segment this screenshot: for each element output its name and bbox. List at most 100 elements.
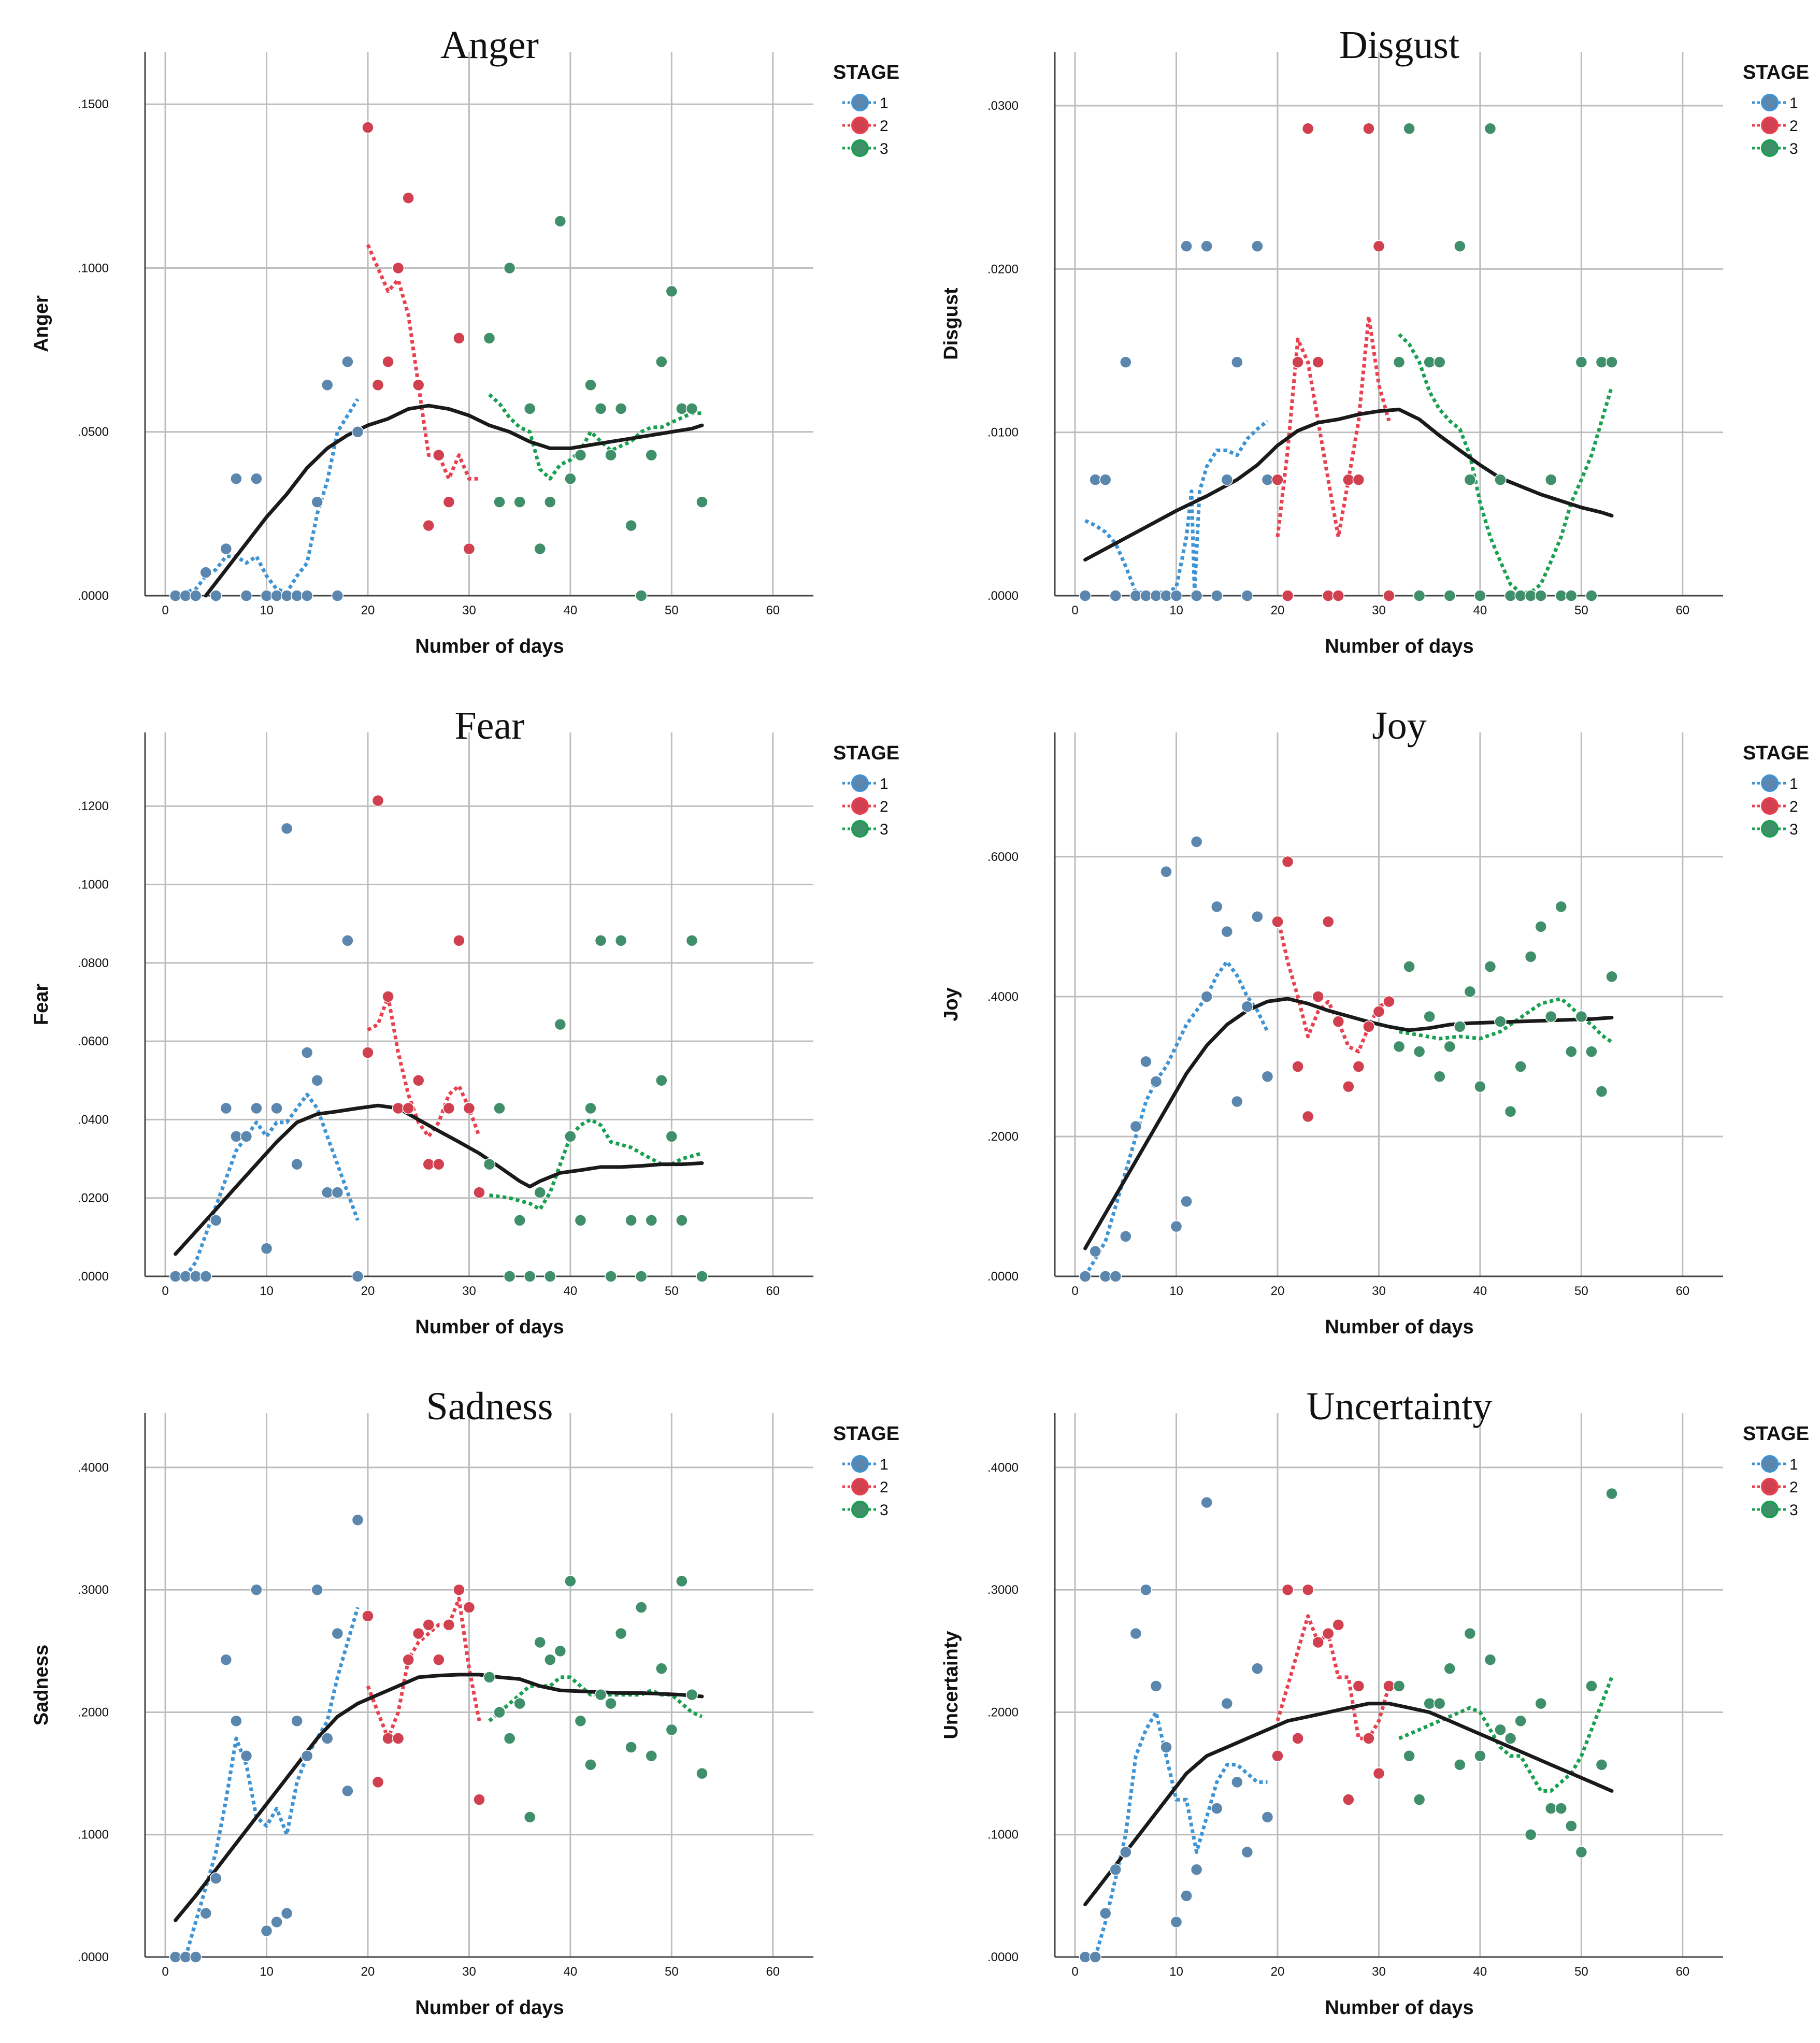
stage-2-point [1363,1732,1375,1745]
stage-2-point [1352,1060,1365,1073]
stage-3-point [1494,473,1507,486]
stage-1-point [1180,1890,1193,1902]
stage-1-point [331,1627,344,1640]
stage-2-point [1383,589,1395,602]
stage-2-point [1301,122,1314,135]
sadness-chart-panel: 0 10 20 30 40 50 60 .0000 .1000 .2000 .3000 .4000 Sa… [0,1361,910,2042]
x-tick-label: 10 [1169,1284,1183,1298]
y-axis-label: Disgust [940,287,962,360]
sadness-chart-svg: 0 10 20 30 40 50 60 .0000 .1000 .2000 .3000 .4000 Sa… [31,1385,899,2019]
legend-entry-label: 2 [880,118,888,135]
stage-1-point [1231,1095,1243,1108]
x-tick-label: 40 [564,603,578,617]
legend-marker [1761,774,1779,792]
stage-1-point [220,542,233,555]
stage-3-point [1403,1750,1415,1762]
stage-2-point [1271,1750,1284,1762]
stage-1-point [220,1102,233,1115]
x-axis-label: Number of days [1325,636,1473,657]
stage-1-point [1129,589,1142,602]
x-tick-label: 20 [1271,1284,1285,1298]
stage-3-point [534,1636,547,1649]
legend-entry-label: 1 [880,1456,888,1473]
overall-fit-line [174,1673,704,1922]
stage-3-point [523,1270,536,1283]
stage-2-point [422,1619,435,1631]
stage-2-point [1301,1584,1314,1596]
stage-3-point [1585,1045,1598,1058]
chart-title: Uncertainty [1307,1385,1493,1428]
stage-3-point [605,1270,617,1283]
legend-marker [851,1478,869,1495]
y-tick-label: .0000 [987,1950,1019,1964]
stage-3-point [645,449,658,462]
stage-2-point [1292,1060,1304,1073]
stage-2-point [1342,1793,1355,1806]
stage-1-point [1120,1846,1132,1859]
stage-2-point [1372,240,1385,252]
stage-2-point [1332,589,1345,602]
x-tick-label: 30 [1372,1965,1386,1979]
stage-3-point [1514,1715,1527,1727]
stage-3-point [1393,1680,1406,1692]
stage-3-point [625,1741,637,1753]
legend-title: STAGE [1743,62,1809,83]
stage-3-point [1464,985,1477,998]
stage-1-point [291,1158,303,1171]
stage-3-point [625,1214,637,1227]
stage-1-point [1180,240,1193,252]
stage-3-point [614,402,627,415]
x-tick-label: 40 [1473,603,1487,617]
y-tick-label: .0000 [78,589,109,603]
stage-1-point [1140,1055,1152,1068]
stage-3-point [614,934,627,947]
stage-3-fit-line [1398,1676,1614,1793]
stage-2-point [1372,1005,1385,1018]
x-tick-label: 20 [361,603,375,617]
stage-3-point [665,285,678,298]
stage-1-point [199,566,212,579]
stage-3-point [1606,970,1618,983]
stage-3-point [1454,1020,1466,1033]
stage-1-point [1231,1776,1243,1789]
x-tick-label: 50 [665,603,679,617]
stage-3-point [1575,1010,1588,1023]
stage-3-point [1504,1105,1517,1118]
stage-1-point [1221,473,1234,486]
stage-1-point [1200,240,1213,252]
x-tick-label: 30 [1372,603,1386,617]
stage-2-point [453,934,465,947]
joy-chart-panel: 0 10 20 30 40 50 60 .0000 .2000 .4000 .6000 Joy Numb… [910,681,1819,1361]
stage-1-point [250,472,263,485]
stage-3-point [655,1662,668,1675]
y-tick-label: .0300 [987,99,1019,113]
joy-chart-svg: 0 10 20 30 40 50 60 .0000 .2000 .4000 .6000 Joy Numb… [940,704,1809,1338]
overall-fit-line [174,1103,704,1256]
x-tick-label: 30 [462,603,476,617]
legend-marker [851,94,869,111]
stage-1-point [1079,589,1092,602]
legend-title: STAGE [833,62,899,83]
y-tick-label: .1000 [78,1828,109,1842]
stage-1-point [1109,1863,1122,1876]
stage-3-point [1504,589,1517,602]
stage-1-point [321,1186,334,1199]
stage-3-point [1423,1697,1436,1710]
y-axis-label: Anger [31,295,52,352]
stage-2-point [1352,1680,1365,1692]
stage-3-point [544,1653,556,1666]
y-axis-label: Joy [940,987,962,1021]
stage-1-point [1170,1916,1183,1929]
stage-2-point [382,990,394,1003]
stage-1-point [169,589,182,602]
legend-entry-label: 3 [1789,140,1798,157]
stage-2-point [463,1102,476,1115]
stage-2-point [1312,1636,1324,1649]
x-tick-label: 0 [162,1284,168,1298]
stage-1-point [1160,866,1172,878]
stage-3-point [1606,1487,1618,1500]
stage-3-point [655,1074,668,1087]
stage-3-point [1484,122,1497,135]
x-tick-label: 0 [162,1965,168,1979]
stage-1-point [1190,1863,1203,1876]
